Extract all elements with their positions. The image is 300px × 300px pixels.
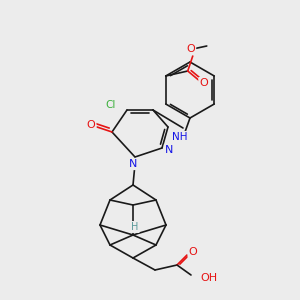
Text: N: N	[129, 159, 137, 169]
Text: O: O	[189, 247, 197, 257]
Text: O: O	[186, 44, 195, 54]
Text: NH: NH	[172, 132, 188, 142]
Text: H: H	[131, 222, 139, 232]
Text: O: O	[87, 120, 95, 130]
Text: N: N	[165, 145, 173, 155]
Text: Cl: Cl	[106, 100, 116, 110]
Text: OH: OH	[200, 273, 217, 283]
Text: O: O	[200, 78, 208, 88]
